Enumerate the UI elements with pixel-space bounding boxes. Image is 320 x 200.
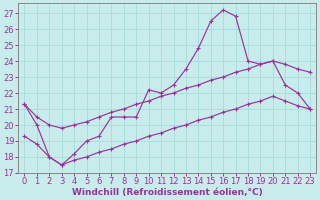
X-axis label: Windchill (Refroidissement éolien,°C): Windchill (Refroidissement éolien,°C) [72,188,263,197]
